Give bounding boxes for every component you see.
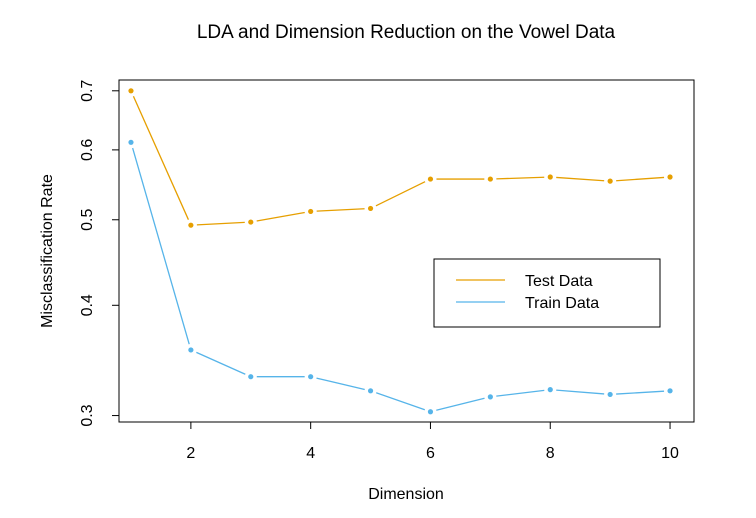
- legend-box: [433, 258, 661, 328]
- train-data-point: [487, 394, 493, 400]
- train-data-segment: [436, 397, 485, 411]
- train-data-point: [308, 374, 314, 380]
- y-tick-label: 0.4: [79, 294, 96, 316]
- x-tick-label: 4: [306, 445, 315, 462]
- legend-label-train-data: Train Data: [525, 295, 599, 312]
- train-data-segment: [376, 392, 426, 411]
- test-data-segment: [256, 211, 305, 222]
- test-data-segment: [132, 96, 190, 220]
- train-data-point: [367, 388, 374, 394]
- test-data-point: [487, 176, 493, 182]
- test-data-segment: [496, 176, 545, 180]
- x-tick-label: 8: [546, 445, 555, 462]
- test-data-point: [367, 205, 374, 212]
- plot-frame: [118, 79, 695, 423]
- test-data-point: [248, 219, 254, 225]
- x-axis: 2 4 6 8 10: [186, 421, 679, 462]
- test-data-segment: [316, 208, 365, 212]
- y-tick-label: 0.3: [79, 404, 96, 426]
- test-data-point: [188, 222, 194, 228]
- test-data-point: [607, 178, 613, 184]
- test-data-segment: [616, 176, 665, 182]
- train-data-segment: [196, 351, 246, 375]
- y-tick-label: 0.7: [79, 80, 96, 102]
- y-axis: 0.3 0.4 0.5 0.6 0.7: [79, 80, 120, 427]
- train-data-point: [248, 374, 254, 380]
- x-tick-label: 6: [426, 445, 435, 462]
- test-data-point: [667, 174, 673, 180]
- x-axis-label: Dimension: [368, 486, 444, 503]
- chart-title: LDA and Dimension Reduction on the Vowel…: [197, 22, 616, 43]
- train-data-segment: [132, 147, 190, 345]
- x-tick-label: 2: [186, 445, 195, 462]
- test-data-point: [547, 174, 553, 180]
- test-data-point: [308, 208, 314, 215]
- train-data-segment: [316, 377, 365, 391]
- train-data-point: [607, 391, 613, 398]
- test-data-segment: [375, 181, 426, 207]
- train-data-point: [547, 387, 553, 393]
- train-data-point: [667, 388, 673, 394]
- y-axis-label: Misclassification Rate: [39, 174, 56, 328]
- train-data-point: [188, 347, 194, 353]
- train-data-segment: [556, 389, 605, 395]
- train-data-point: [128, 139, 134, 145]
- legend-label-test-data: Test Data: [525, 273, 593, 290]
- y-tick-label: 0.6: [79, 139, 96, 161]
- test-data-segment: [556, 176, 605, 182]
- train-data-point: [427, 409, 434, 415]
- y-tick-label: 0.5: [79, 209, 96, 231]
- legend: Test Data Train Data: [433, 258, 661, 328]
- x-tick-label: 10: [661, 445, 679, 462]
- train-data-segment: [616, 390, 665, 395]
- test-data-point: [128, 88, 134, 94]
- train-data-segment: [496, 389, 545, 397]
- test-data-point: [427, 176, 434, 182]
- test-data-segment: [196, 221, 245, 226]
- series-group: [128, 88, 673, 415]
